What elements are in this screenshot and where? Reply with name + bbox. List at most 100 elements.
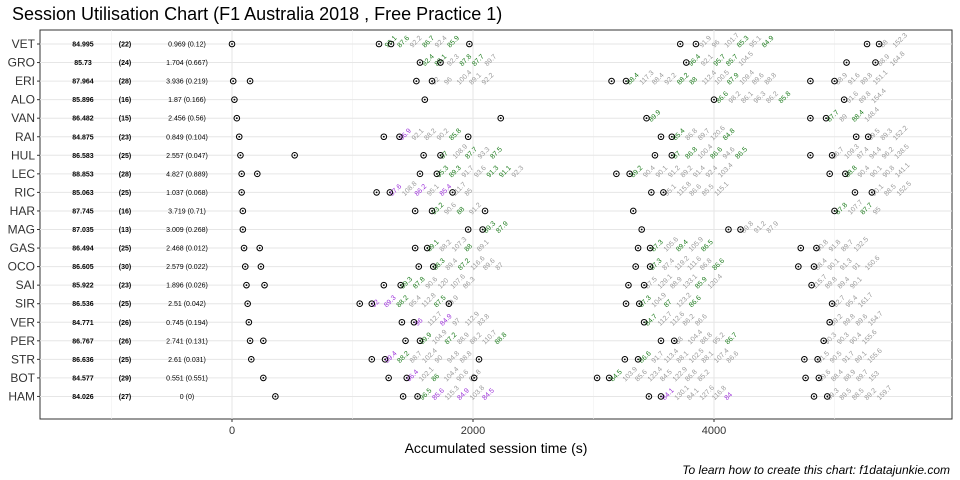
lap-time-label: 87 — [495, 261, 506, 272]
pit-marker — [660, 189, 667, 196]
pit-marker-dot — [813, 395, 815, 398]
pit-marker-dot — [809, 117, 812, 120]
pit-marker — [826, 318, 833, 326]
pit-marker — [257, 263, 265, 270]
pit-marker-dot — [414, 247, 417, 249]
y-tick-label: HAM — [8, 389, 35, 403]
pit-marker — [233, 114, 241, 122]
pit-marker — [657, 337, 665, 345]
pit-marker — [668, 133, 676, 141]
best-lap-label: 84.995 — [72, 42, 94, 49]
best-lap-label: 87.745 — [72, 208, 94, 215]
pit-marker — [634, 356, 642, 363]
pit-marker — [380, 133, 388, 141]
gap-label: 2.468 (0.012) — [166, 246, 208, 253]
lap-count-label: (25) — [119, 357, 131, 364]
gap-label: 1.87 (0.166) — [168, 97, 206, 104]
gap-label: 2.51 (0.042) — [168, 301, 206, 308]
pit-marker-dot — [654, 154, 656, 157]
pit-marker — [423, 244, 431, 252]
pit-marker-dot — [648, 395, 650, 398]
pit-marker-dot — [809, 154, 812, 157]
pit-marker-dot — [673, 339, 676, 342]
pit-marker — [710, 96, 718, 103]
pit-marker-dot — [414, 210, 417, 212]
gap-label: 2.456 (0.56) — [168, 116, 206, 123]
pit-marker-dot — [867, 135, 870, 138]
pit-marker — [437, 152, 444, 159]
gap-label: 0.969 (0.12) — [168, 42, 206, 49]
x-axis-title: Accumulated session time (s) — [405, 440, 588, 456]
pit-marker — [237, 152, 244, 159]
pit-marker-dot — [870, 191, 873, 194]
pit-marker — [397, 281, 405, 289]
pit-marker-dot — [499, 117, 502, 120]
pit-marker — [356, 300, 364, 308]
pit-marker-dot — [258, 247, 261, 249]
pit-marker — [828, 152, 836, 159]
pit-marker — [810, 393, 818, 400]
pit-marker — [797, 244, 805, 252]
pit-marker-dot — [878, 43, 880, 45]
pit-marker — [260, 337, 267, 345]
best-lap-label: 84.026 — [72, 394, 94, 401]
lap-count-label: (22) — [119, 42, 131, 49]
pit-marker — [410, 318, 418, 326]
pit-marker-dot — [375, 191, 378, 194]
pit-marker — [813, 244, 820, 252]
y-tick-label: LEC — [12, 167, 36, 181]
pit-marker-dot — [293, 154, 296, 157]
lap-time-label: 85 — [464, 187, 475, 198]
pit-marker — [413, 77, 420, 85]
row-labels: 84.995 (22) 0.969 (0.12) 85.73 (24) 1.704 (0.… — [72, 42, 208, 401]
pit-marker — [229, 77, 237, 85]
lap-count-label: (28) — [119, 171, 131, 178]
y-tick-label: GRO — [8, 56, 35, 70]
pit-marker — [437, 59, 444, 66]
best-lap-label: 86.767 — [72, 338, 94, 345]
pit-marker — [807, 114, 814, 122]
pit-marker — [725, 226, 732, 233]
pit-marker — [648, 189, 655, 196]
pit-marker — [479, 226, 486, 233]
pit-marker-dot — [649, 247, 652, 249]
pit-marker — [668, 152, 676, 159]
pit-marker — [625, 281, 632, 289]
pit-marker — [420, 152, 427, 159]
pit-marker — [415, 263, 423, 270]
gap-label: 3.936 (0.219) — [166, 79, 208, 86]
pit-marker-dot — [451, 191, 454, 194]
lap-time-label: 91 — [852, 261, 863, 272]
pit-marker-dot — [670, 154, 673, 157]
pit-marker — [810, 263, 818, 270]
y-tick-label: PER — [10, 334, 35, 348]
lap-count-label: (27) — [119, 394, 131, 401]
pit-marker — [632, 263, 639, 270]
pit-marker-dot — [660, 395, 662, 398]
pit-marker-dot — [274, 395, 277, 398]
pit-marker-dot — [402, 395, 405, 398]
lap-time-label: 95 — [872, 206, 883, 217]
pit-marker-dot — [399, 284, 402, 287]
pit-marker — [246, 77, 254, 85]
pit-marker — [795, 263, 802, 270]
pit-marker-dot — [256, 172, 259, 175]
pit-marker — [497, 114, 505, 122]
pit-marker — [593, 374, 601, 382]
pit-marker-dot — [378, 43, 380, 45]
pit-marker — [373, 189, 380, 196]
gap-label: 3.719 (0.71) — [168, 208, 206, 215]
pit-marker-dot — [467, 135, 470, 138]
y-tick-label: SAI — [16, 278, 35, 292]
pit-marker-dot — [233, 98, 236, 101]
pit-marker — [402, 337, 409, 345]
pit-marker-dot — [660, 339, 662, 342]
pit-marker — [808, 281, 815, 289]
pit-marker — [820, 337, 827, 345]
gap-label: 2.741 (0.131) — [166, 338, 208, 345]
pit-marker — [241, 263, 249, 270]
lap-time-label: 84 — [724, 391, 735, 402]
pit-marker — [676, 40, 684, 48]
pit-marker — [246, 337, 254, 345]
y-tick-label: VET — [12, 37, 36, 51]
